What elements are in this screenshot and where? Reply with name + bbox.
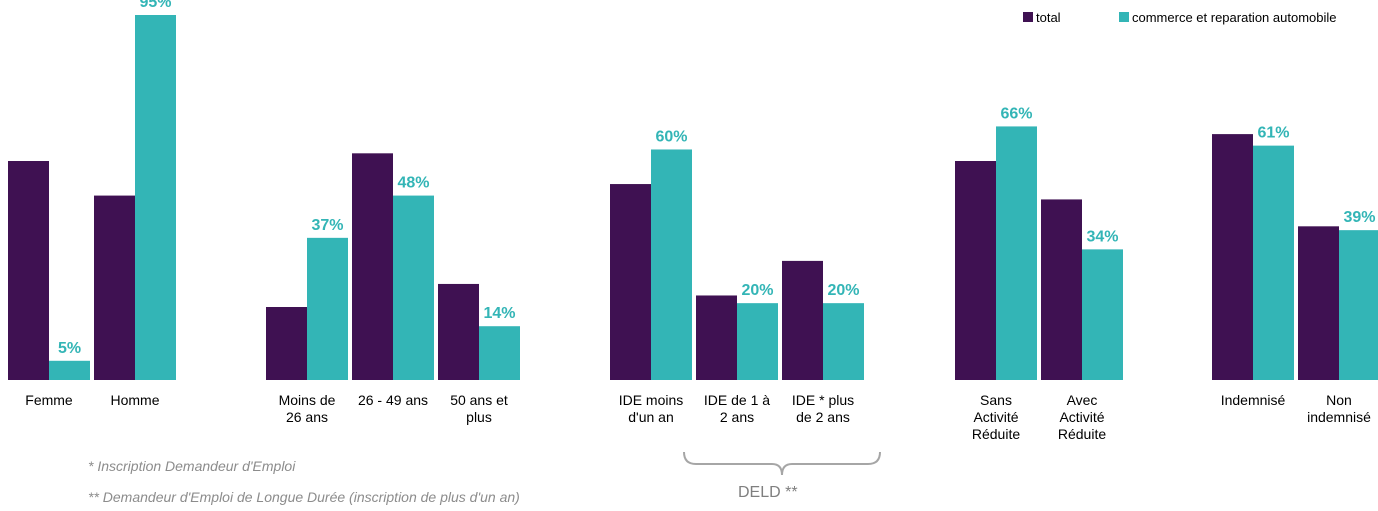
bar-total-10 (1212, 134, 1253, 380)
category-labels-layer: Femme Homme Moins de 26 ans 26 - 49 ans 50 an… (25, 392, 1371, 442)
bar-total-11 (1298, 226, 1339, 380)
category-label-8: Sans Activité Réduite (972, 392, 1020, 442)
footnote-deld: ** Demandeur d'Emploi de Longue Durée (i… (88, 489, 520, 505)
data-label-1: 95% (139, 0, 171, 11)
bar-total-2 (266, 307, 307, 380)
legend-swatch-total (1023, 12, 1033, 22)
bar-commerce-3 (393, 195, 434, 380)
bar-total-8 (955, 161, 996, 380)
category-label-7: IDE * plus de 2 ans (792, 392, 854, 425)
category-label-11: Non indemnisé (1307, 392, 1371, 425)
bars-layer (8, 15, 1378, 380)
bar-commerce-0 (49, 360, 90, 380)
data-label-5: 60% (655, 128, 687, 145)
bar-commerce-5 (651, 149, 692, 380)
data-label-0: 5% (58, 340, 81, 357)
footnote-ide: * Inscription Demandeur d'Emploi (88, 458, 296, 474)
category-label-2: Moins de 26 ans (279, 392, 336, 425)
bar-total-6 (696, 295, 737, 380)
deld-bracket-label: DELD ** (738, 484, 798, 501)
category-label-9: Avec Activité Réduite (1058, 392, 1106, 442)
data-label-2: 37% (311, 217, 343, 234)
data-label-11: 39% (1343, 209, 1375, 226)
bar-commerce-10 (1253, 145, 1294, 380)
legend-label-total: total (1036, 10, 1061, 25)
data-label-6: 20% (741, 282, 773, 299)
legend-swatch-commerce (1119, 12, 1129, 22)
legend: total commerce et reparation automobile (1023, 10, 1337, 25)
data-label-10: 61% (1257, 125, 1289, 142)
bar-total-1 (94, 195, 135, 380)
data-label-7: 20% (827, 282, 859, 299)
category-label-10: Indemnisé (1221, 392, 1286, 408)
legend-label-commerce: commerce et reparation automobile (1132, 10, 1337, 25)
bar-commerce-9 (1082, 249, 1123, 380)
deld-bracket (683, 451, 881, 476)
category-label-4: 50 ans et plus (450, 392, 508, 425)
category-label-1: Homme (110, 392, 159, 408)
category-label-5: IDE moins d'un an (619, 392, 684, 425)
bar-total-3 (352, 153, 393, 380)
bar-commerce-1 (135, 15, 176, 380)
value-labels-layer: 5% 95% 37% 48% 14% 60% 20% 20% 66% 34% 61% 39% (58, 0, 1376, 357)
data-label-8: 66% (1000, 105, 1032, 122)
bar-commerce-8 (996, 126, 1037, 380)
bar-total-7 (782, 260, 823, 380)
data-label-9: 34% (1086, 228, 1118, 245)
bar-total-0 (8, 161, 49, 380)
category-label-3: 26 - 49 ans (358, 392, 428, 408)
bar-commerce-4 (479, 326, 520, 380)
category-label-0: Femme (25, 392, 73, 408)
bar-total-9 (1041, 199, 1082, 380)
bar-commerce-7 (823, 303, 864, 380)
bar-total-5 (610, 184, 651, 380)
bar-commerce-11 (1339, 230, 1378, 380)
bar-total-4 (438, 283, 479, 380)
bar-commerce-2 (307, 237, 348, 380)
bar-commerce-6 (737, 303, 778, 380)
data-label-3: 48% (397, 175, 429, 192)
data-label-4: 14% (483, 305, 515, 322)
